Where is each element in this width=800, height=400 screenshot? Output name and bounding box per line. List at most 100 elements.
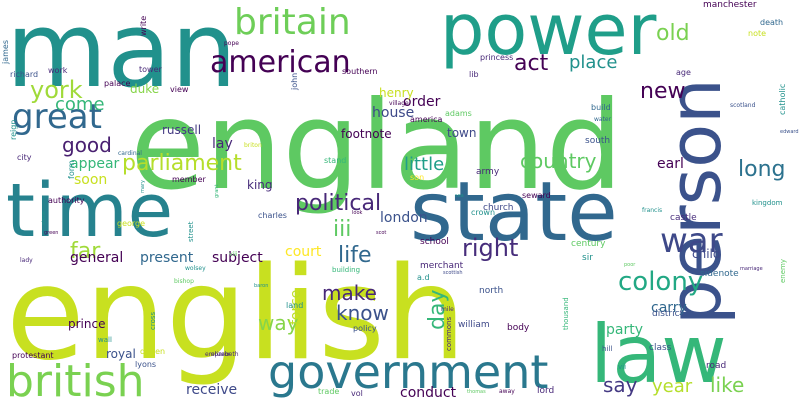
word-lady: lady bbox=[20, 257, 33, 264]
word-crown: crown bbox=[471, 208, 495, 217]
word-authority: authority bbox=[48, 196, 85, 205]
word-poor: poor bbox=[624, 262, 636, 268]
word-policy: policy bbox=[353, 324, 377, 333]
word-wolsey: wolsey bbox=[185, 265, 206, 272]
word-royal: royal bbox=[106, 347, 136, 361]
word-earl: earl bbox=[657, 156, 684, 172]
word-francis: francis bbox=[642, 207, 662, 214]
word-child: child bbox=[692, 247, 721, 261]
word-make: make bbox=[322, 281, 377, 305]
word-away: away bbox=[499, 388, 515, 395]
word-parliament: parliament bbox=[122, 151, 242, 176]
word-street: street bbox=[187, 221, 195, 242]
word-day: day bbox=[425, 290, 450, 330]
word-reign: reign bbox=[9, 120, 18, 140]
word-view: view bbox=[170, 85, 189, 94]
word-class: class bbox=[649, 343, 672, 353]
word-scot: scot bbox=[376, 230, 386, 236]
word-emperor: emperor bbox=[205, 351, 231, 358]
word-court: court bbox=[285, 244, 322, 260]
word-school: school bbox=[420, 237, 449, 247]
word-right: right bbox=[462, 234, 518, 262]
word-british: british bbox=[6, 356, 145, 400]
word-way: way bbox=[258, 311, 299, 335]
word-wall: wall bbox=[98, 336, 112, 344]
word-son: son bbox=[410, 173, 424, 182]
word-say: say bbox=[603, 373, 638, 397]
word-thousand: thousand bbox=[562, 297, 570, 330]
word-york: york bbox=[30, 76, 83, 104]
word-new: new bbox=[640, 79, 685, 104]
word-build: build bbox=[591, 103, 611, 112]
word-cross: cross bbox=[149, 311, 157, 330]
word-law: law bbox=[590, 308, 727, 400]
word-colony: colony bbox=[618, 267, 703, 297]
word-church: church bbox=[483, 203, 514, 213]
word-north: north bbox=[479, 286, 503, 296]
word-party: party bbox=[606, 322, 643, 338]
word-king: king bbox=[247, 178, 273, 192]
word-elizabeth: elizabeth bbox=[211, 351, 239, 358]
word-lay: lay bbox=[212, 136, 233, 152]
word-england: england bbox=[130, 75, 623, 217]
word-english: english bbox=[6, 240, 466, 389]
word-vol: vol bbox=[351, 389, 363, 398]
word-soon: soon bbox=[74, 172, 107, 188]
word-tower: tower bbox=[139, 65, 162, 74]
word-order: order bbox=[403, 94, 441, 110]
word-long: long bbox=[738, 157, 785, 182]
word-sidenote: sidenote bbox=[700, 269, 739, 279]
word-town: town bbox=[447, 126, 476, 140]
word-form: form bbox=[67, 160, 76, 179]
word-princess: princess bbox=[480, 53, 513, 62]
word-war: war bbox=[660, 221, 723, 261]
word-charles: charles bbox=[258, 211, 287, 220]
word-mile: mile bbox=[441, 306, 454, 313]
word-prince: prince bbox=[68, 317, 105, 331]
word-work: work bbox=[48, 66, 68, 75]
word-seward: seward bbox=[522, 191, 551, 200]
word-southern: southern bbox=[342, 67, 377, 76]
word-manchester: manchester bbox=[703, 0, 757, 10]
word-appear: appear bbox=[70, 156, 120, 172]
word-catholic: catholic bbox=[778, 84, 787, 115]
word-present: present bbox=[140, 250, 194, 266]
word-district: district bbox=[652, 309, 684, 319]
word-century: century bbox=[571, 239, 606, 249]
word-road: road bbox=[706, 361, 726, 371]
word-scotland: scotland bbox=[730, 102, 756, 109]
word-man: man bbox=[6, 0, 237, 111]
word-army: army bbox=[476, 167, 500, 177]
word-little: little bbox=[404, 154, 444, 175]
word-london: london bbox=[380, 210, 428, 226]
word-adams: adams bbox=[445, 109, 472, 118]
word-old: old bbox=[656, 21, 690, 46]
word-iii: iii bbox=[333, 217, 351, 242]
word-building: building bbox=[332, 266, 360, 274]
word-vii: vii bbox=[618, 363, 626, 371]
word-know: know bbox=[336, 301, 389, 325]
word-political: political bbox=[295, 191, 381, 216]
word-like: like bbox=[710, 373, 744, 397]
word-a-d: a.d bbox=[417, 273, 430, 282]
word-cardinal: cardinal bbox=[118, 150, 142, 157]
word-kingdom: kingdom bbox=[752, 199, 783, 207]
word-power: power bbox=[440, 0, 657, 71]
word-hill: hill bbox=[602, 345, 612, 353]
word-carry: carry bbox=[651, 300, 687, 316]
word-britain: britain bbox=[234, 2, 351, 43]
word-commons: commons bbox=[445, 317, 453, 351]
word-baron: baron bbox=[254, 283, 268, 289]
word-member: member bbox=[172, 175, 207, 184]
word-write: write bbox=[139, 16, 148, 36]
word-mary: mary bbox=[140, 180, 146, 193]
word-marriage: marriage bbox=[740, 266, 763, 272]
word-duke: duke bbox=[130, 82, 159, 96]
word-protestant: protestant bbox=[12, 351, 54, 360]
word-grant: grant bbox=[214, 185, 220, 198]
word-richard: richard bbox=[10, 70, 38, 79]
word-edward: edward bbox=[780, 129, 799, 135]
word-subject: subject bbox=[212, 250, 263, 266]
word-russell: russell bbox=[162, 123, 201, 137]
word-william: william bbox=[458, 320, 490, 330]
